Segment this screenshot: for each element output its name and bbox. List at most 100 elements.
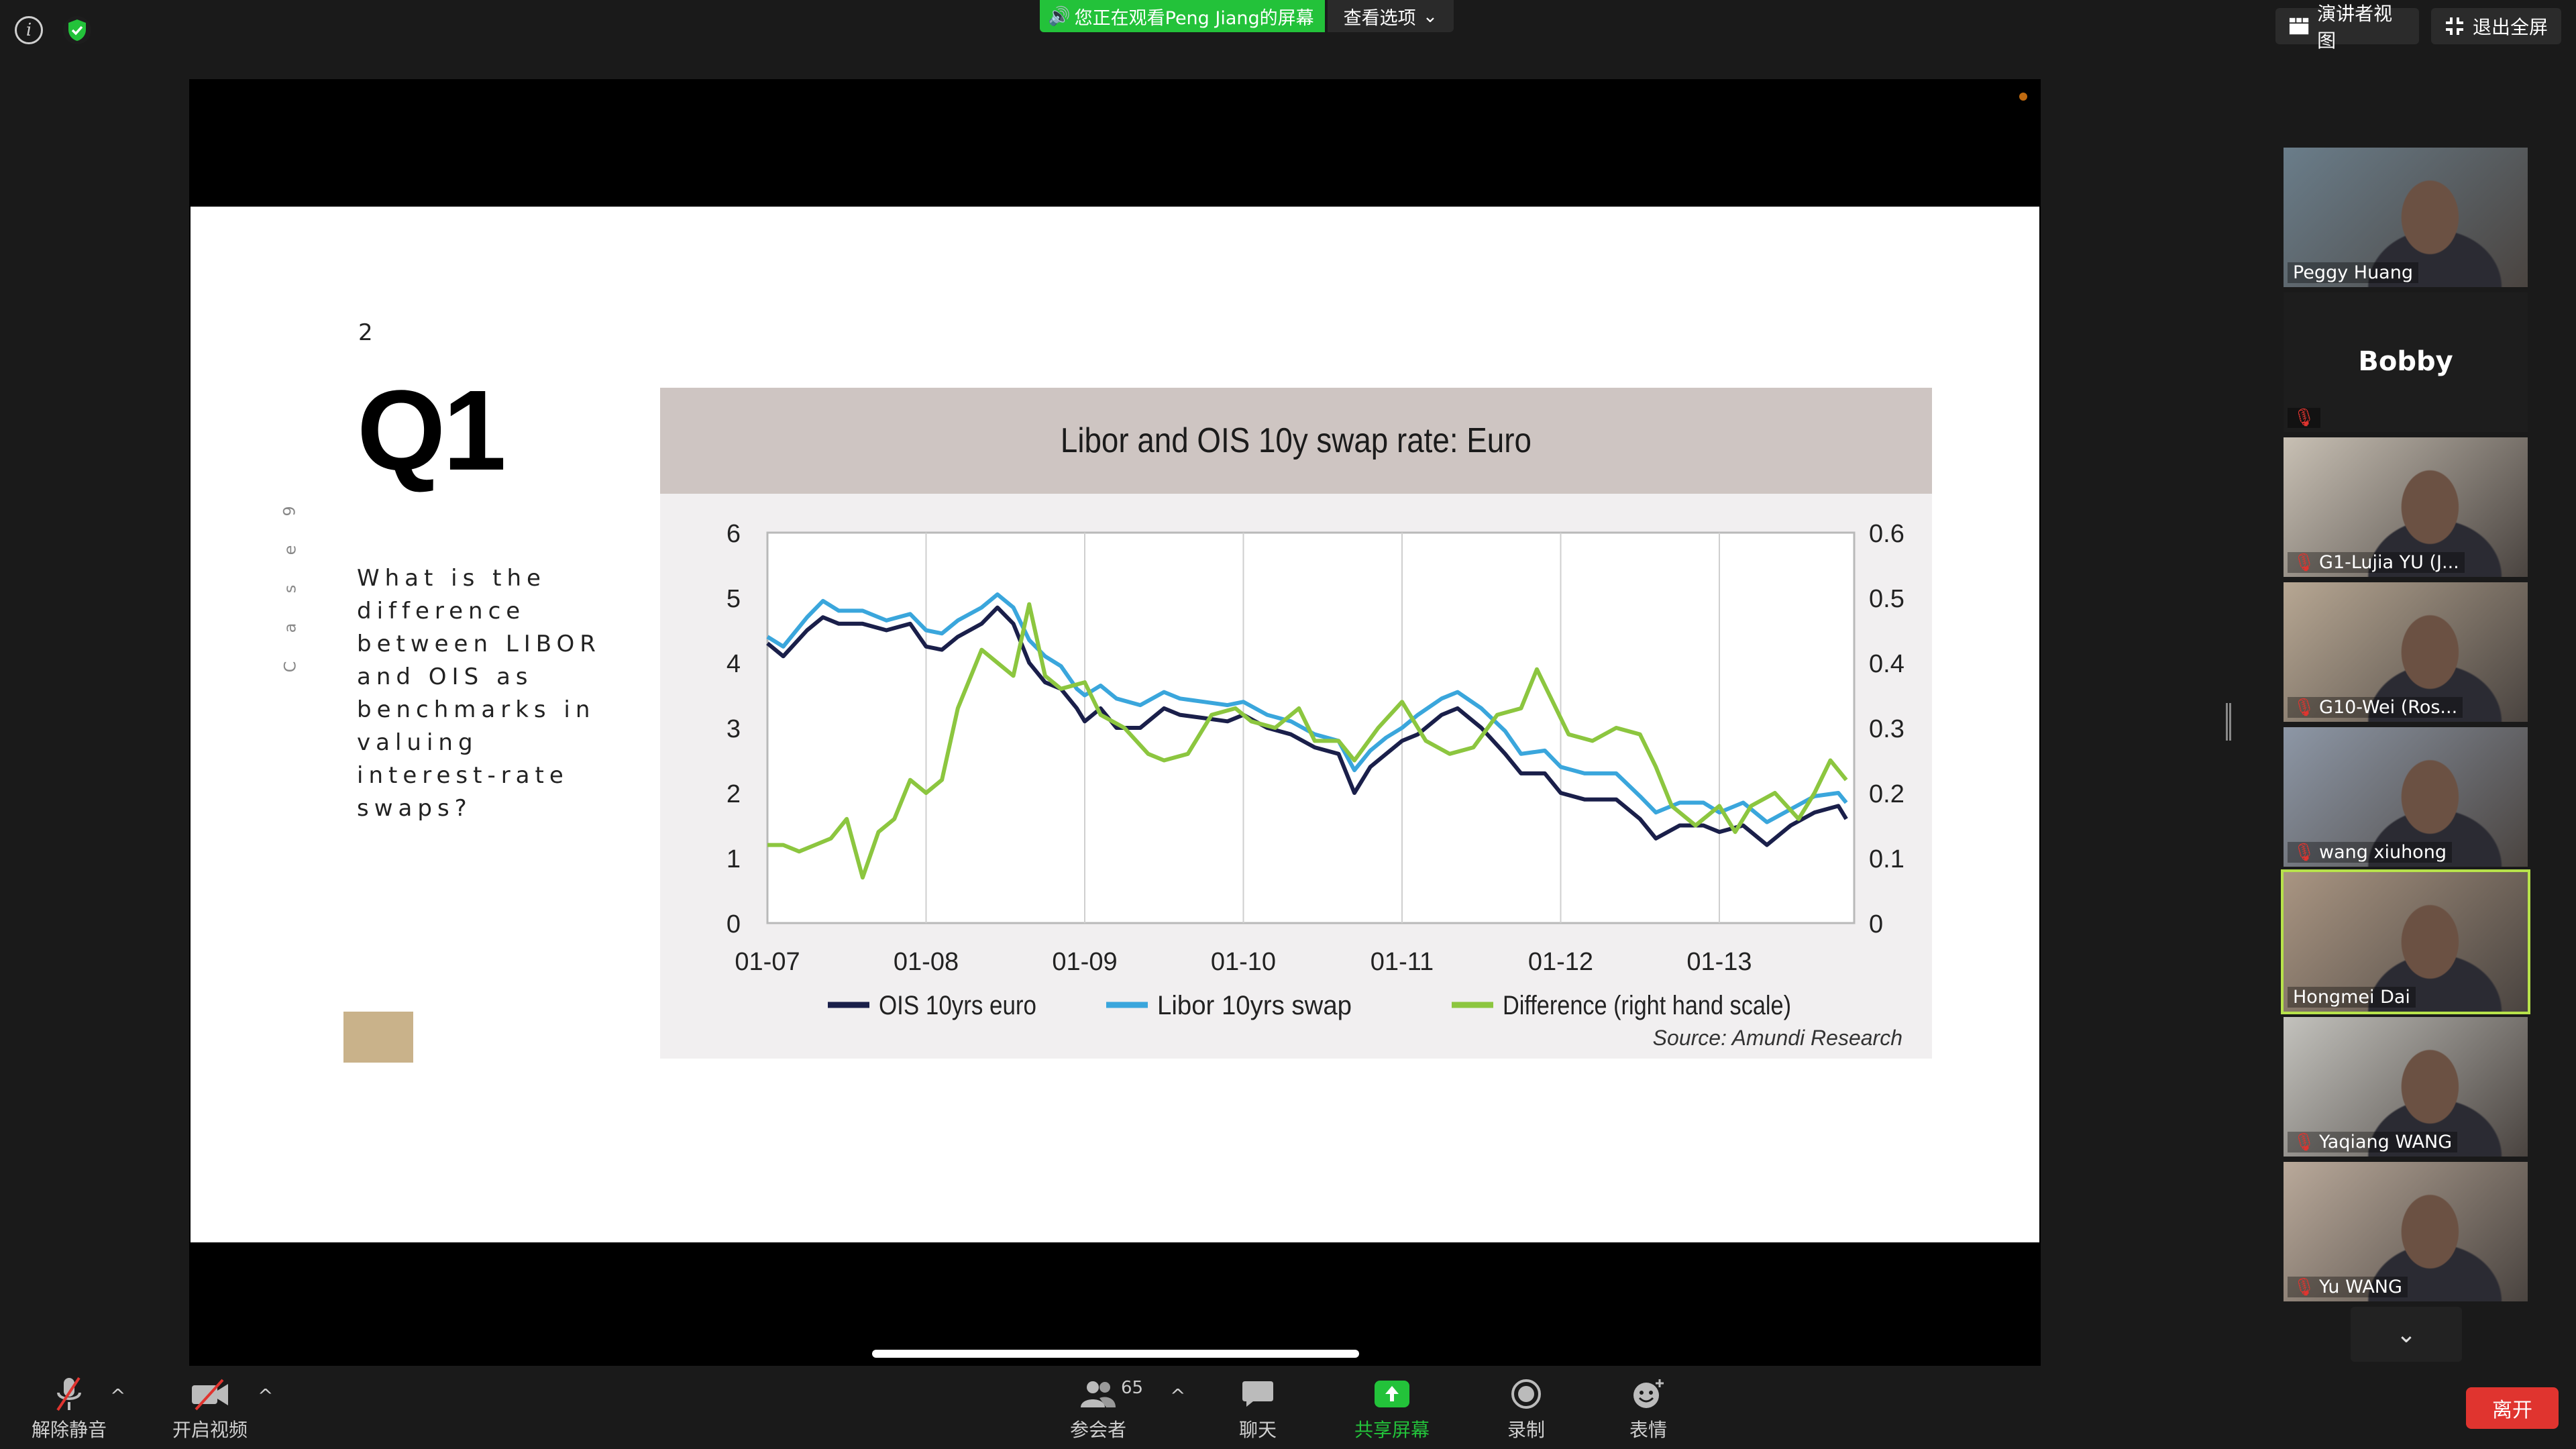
start-video-label: 开启视频 <box>172 1419 248 1441</box>
viewing-screen-banner: 🔊 您正在观看Peng Jiang的屏幕 <box>1040 0 1325 32</box>
participant-name-label: 🎙 G1-Lujia YU (J... <box>2288 552 2465 573</box>
record-label: 录制 <box>1507 1419 1545 1441</box>
share-screen-label: 共享屏幕 <box>1354 1419 1430 1441</box>
y-right-tick-label: 0.2 <box>1869 780 1904 808</box>
record-button[interactable]: 录制 <box>1469 1375 1583 1442</box>
unmute-label: 解除静音 <box>31 1419 107 1441</box>
legend-label: Difference (right hand scale) <box>1503 991 1791 1020</box>
record-icon <box>1510 1375 1542 1413</box>
vertical-letter: a <box>280 623 299 633</box>
video-off-icon <box>189 1375 231 1413</box>
decorative-square <box>343 1012 413 1063</box>
chart-panel: Libor and OIS 10y swap rate: Euro 01-07 0… <box>660 388 1932 1059</box>
x-tick-label: 01-12 <box>1528 948 1593 976</box>
share-screen-icon <box>1373 1375 1411 1413</box>
y-left-tick-label: 2 <box>727 780 741 808</box>
participant-video <box>2284 582 2528 722</box>
x-tick-label: 01-07 <box>735 948 800 976</box>
participant-name-label: 🎙 <box>2288 408 2321 428</box>
muted-mic-icon: 🎙 <box>2293 1132 2316 1152</box>
exit-fullscreen-label: 退出全屏 <box>2473 16 2548 38</box>
series-line-1 <box>766 605 1848 847</box>
unmute-button[interactable]: 解除静音 <box>12 1375 126 1442</box>
chat-icon <box>1241 1375 1275 1413</box>
participant-name: Peggy Huang <box>2293 262 2413 283</box>
participant-name: Yu WANG <box>2319 1277 2402 1297</box>
viewing-screen-text: 您正在观看Peng Jiang的屏幕 <box>1074 7 1314 29</box>
series-line-2 <box>766 592 1848 824</box>
y-right-tick-label: 0.5 <box>1869 585 1904 613</box>
participants-options-caret[interactable]: ^ <box>1170 1385 1186 1407</box>
y-left-tick-label: 3 <box>727 715 741 743</box>
muted-mic-icon: 🎙 <box>2293 697 2316 718</box>
participant-video <box>2284 872 2528 1012</box>
participant-tile[interactable]: 🎙 Yu WANG <box>2284 1162 2528 1301</box>
y-left-tick-label: 0 <box>727 910 741 938</box>
resize-handle[interactable] <box>2226 703 2231 741</box>
participant-tile[interactable]: 🎙 Yaqiang WANG <box>2284 1017 2528 1157</box>
muted-mic-icon: 🎙 <box>2293 408 2316 428</box>
participant-name: G1-Lujia YU (J... <box>2319 552 2459 573</box>
recording-dot <box>2019 93 2027 101</box>
chevron-down-icon: ⌄ <box>1422 5 1438 27</box>
view-options-label: 查看选项 <box>1343 7 1416 29</box>
series-line-3 <box>767 602 1848 880</box>
exit-fullscreen-button[interactable]: 退出全屏 <box>2431 8 2561 44</box>
chat-button[interactable]: 聊天 <box>1201 1375 1315 1442</box>
participant-video <box>2284 437 2528 577</box>
slide-number: 2 <box>358 319 373 346</box>
presenter-view-button[interactable]: 演讲者视图 <box>2275 3 2419 52</box>
participant-name-label: Hongmei Dai <box>2288 987 2416 1008</box>
share-banner: 🔊 您正在观看Peng Jiang的屏幕 查看选项 ⌄ <box>1040 0 1454 32</box>
participant-name-label: 🎙 Yu WANG <box>2288 1277 2408 1297</box>
muted-mic-icon <box>52 1375 86 1413</box>
speaker-icon: 🔊 <box>1048 6 1071 27</box>
participants-icon: 65 <box>1079 1375 1143 1413</box>
info-icon[interactable]: i <box>15 16 43 44</box>
participant-tile[interactable]: 🎙 wang xiuhong <box>2284 727 2528 867</box>
legend-label: Libor 10yrs swap <box>1157 991 1352 1020</box>
vertical-letter: C <box>280 661 299 673</box>
chart-source: Source: Amundi Research <box>1652 1026 1902 1050</box>
reactions-button[interactable]: 表情 <box>1591 1375 1705 1442</box>
participant-name: Yaqiang WANG <box>2319 1132 2453 1152</box>
chevron-down-icon: ⌄ <box>2396 1320 2417 1348</box>
gallery-scroll-down-button[interactable]: ⌄ <box>2351 1307 2462 1362</box>
participants-count: 65 <box>1121 1378 1144 1398</box>
shield-icon[interactable] <box>63 16 91 44</box>
share-screen-button[interactable]: 共享屏幕 <box>1335 1375 1449 1442</box>
y-right-tick-label: 0.1 <box>1869 845 1904 873</box>
presenter-view-label: 演讲者视图 <box>2317 3 2393 52</box>
chart-title: Libor and OIS 10y swap rate: Euro <box>1060 421 1532 460</box>
question-text: What is the difference between LIBOR and… <box>357 565 601 822</box>
view-options-button[interactable]: 查看选项 ⌄ <box>1327 0 1454 32</box>
line-chart: 01-07 01-08 01-09 01-10 01-11 01-12 01-13 0 1 2 3 4… <box>727 520 1904 1020</box>
x-tick-label: 01-09 <box>1052 948 1117 976</box>
participant-tile[interactable]: Hongmei Dai <box>2281 869 2530 1014</box>
shared-screen: 2 Q1 9 e s a C What is the difference be… <box>189 79 2041 1367</box>
participant-video <box>2284 727 2528 867</box>
slide-title: Q1 <box>357 367 506 494</box>
participants-button[interactable]: 65 参会者 <box>1041 1375 1155 1442</box>
participant-tile[interactable]: 🎙 G10-Wei (Ros... <box>2284 582 2528 722</box>
x-tick-label: 01-11 <box>1371 948 1434 976</box>
presentation-slide: 2 Q1 9 e s a C What is the difference be… <box>191 207 2039 1242</box>
participant-video <box>2284 1017 2528 1157</box>
participant-tile[interactable]: Peggy Huang <box>2284 148 2528 287</box>
scroll-indicator[interactable] <box>872 1350 1359 1358</box>
chat-label: 聊天 <box>1238 1419 1277 1441</box>
grid-icon <box>2289 17 2309 35</box>
muted-mic-icon: 🎙 <box>2293 842 2316 863</box>
smiley-icon <box>1631 1375 1665 1413</box>
video-options-caret[interactable]: ^ <box>258 1385 274 1407</box>
y-left-tick-label: 4 <box>727 650 741 678</box>
chart-header: Libor and OIS 10y swap rate: Euro <box>660 388 1932 494</box>
start-video-button[interactable]: 开启视频 <box>153 1375 267 1442</box>
participant-tile[interactable]: Bobby 🎙 <box>2284 292 2528 432</box>
plot-area <box>766 531 1856 924</box>
vertical-letter: 9 <box>280 506 299 517</box>
leave-button[interactable]: 离开 <box>2466 1387 2559 1429</box>
audio-options-caret[interactable]: ^ <box>110 1385 126 1407</box>
y-right-tick-label: 0.6 <box>1869 520 1904 548</box>
participant-tile[interactable]: 🎙 G1-Lujia YU (J... <box>2284 437 2528 577</box>
